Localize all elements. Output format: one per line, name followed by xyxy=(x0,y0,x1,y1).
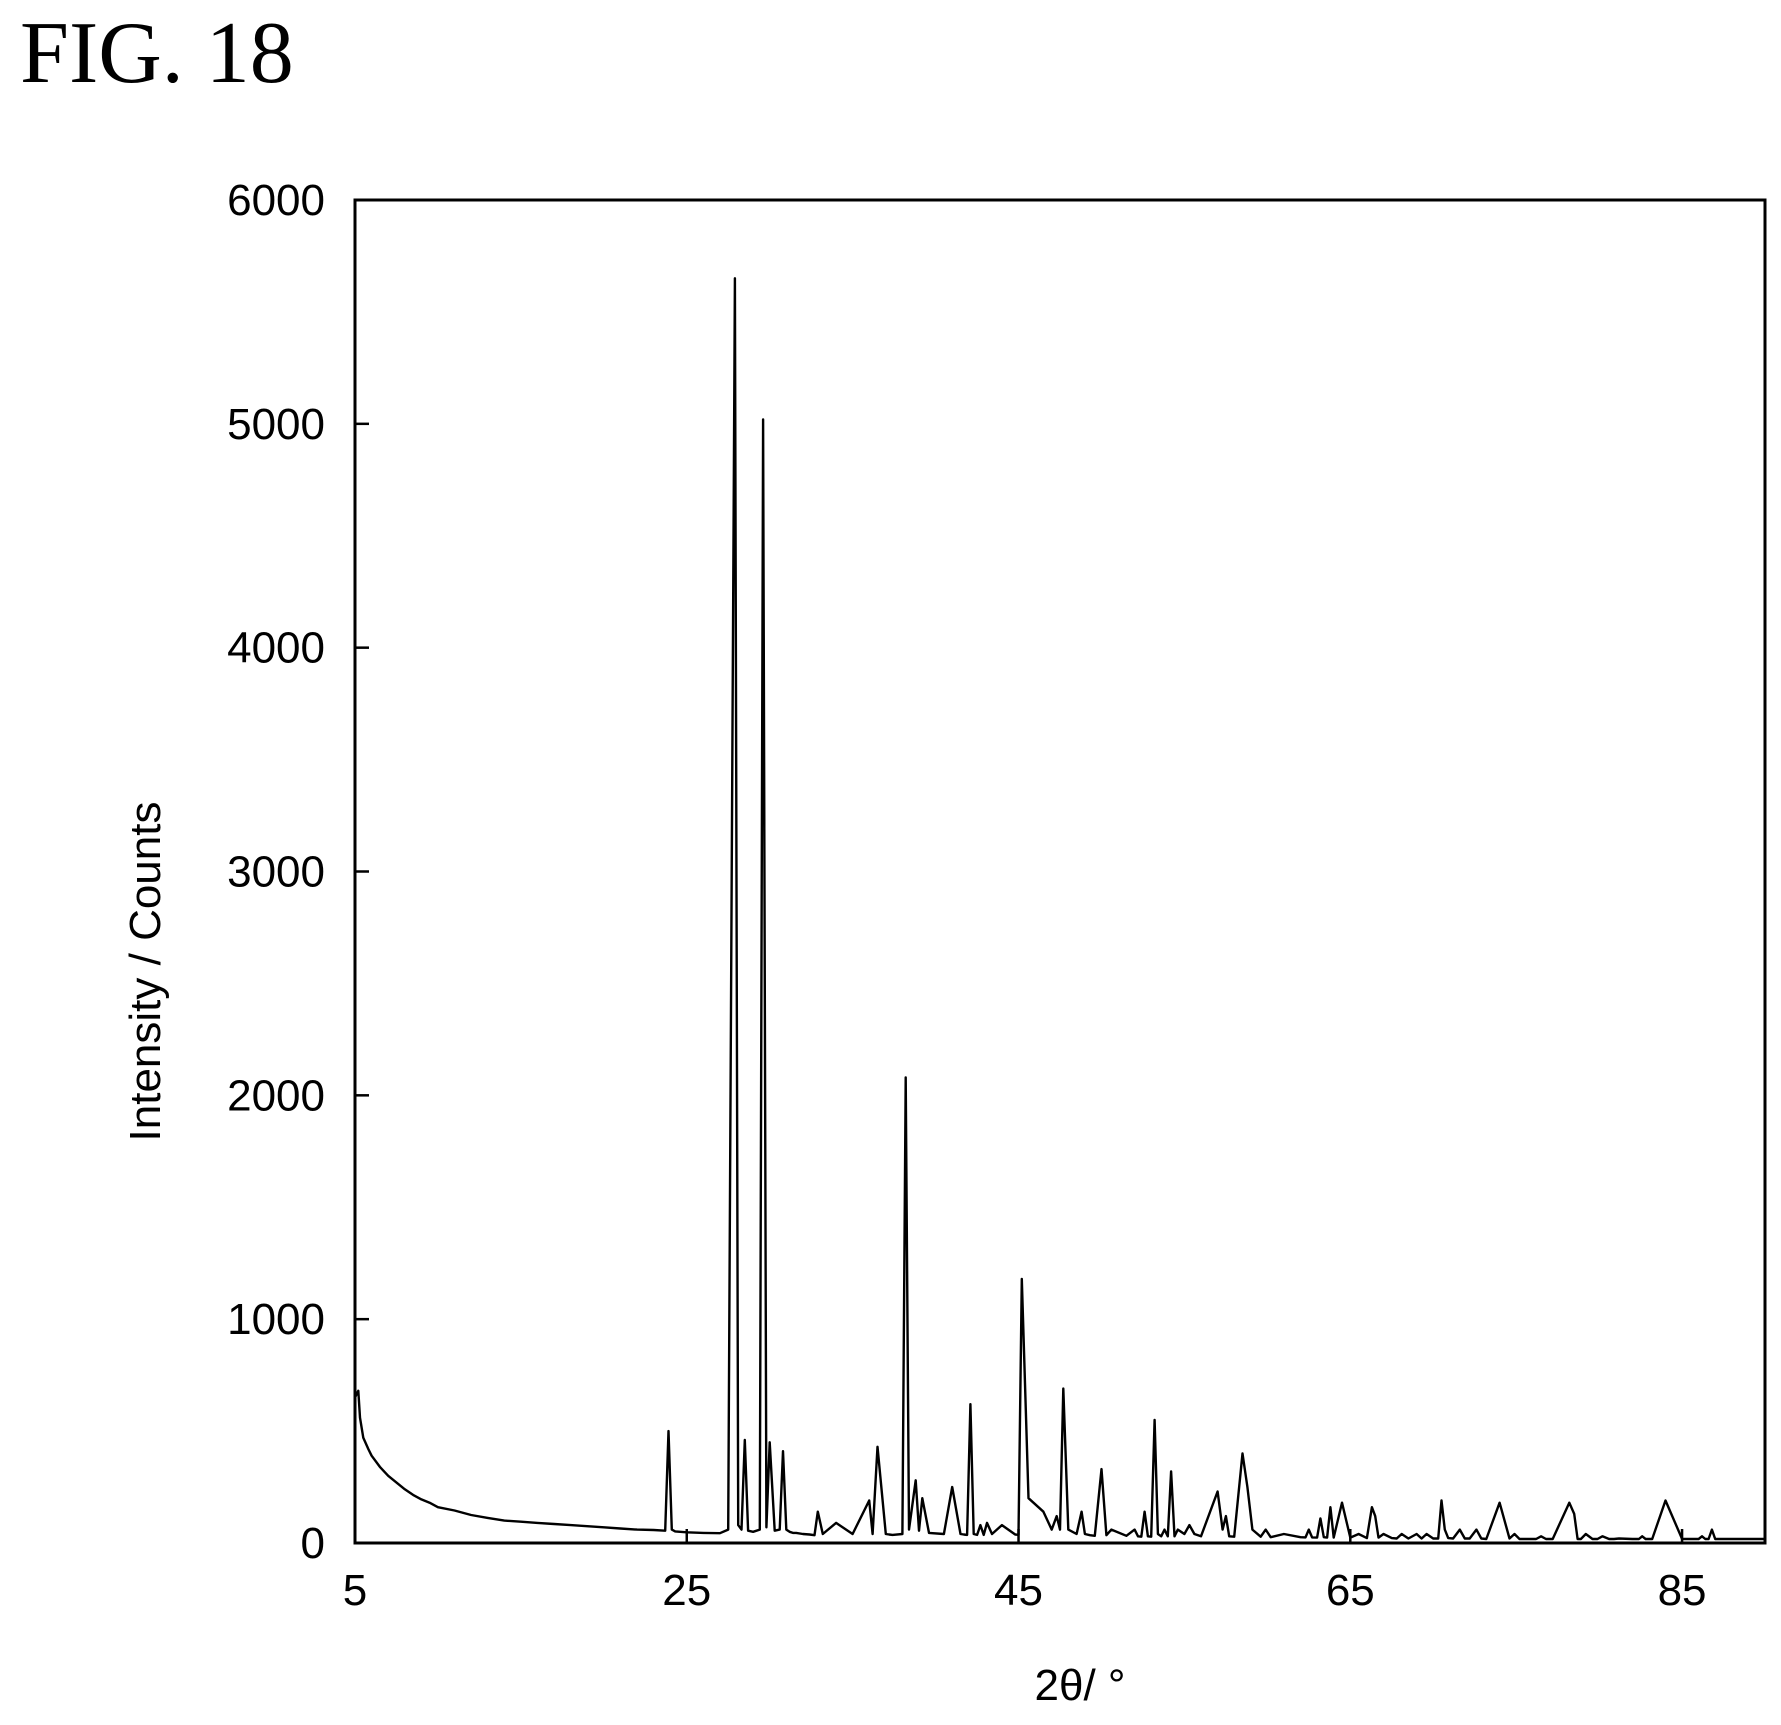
x-tick-label: 5 xyxy=(343,1566,367,1615)
plot-area xyxy=(353,198,1767,1545)
y-tick-label: 2000 xyxy=(227,1071,325,1120)
x-tick-label: 85 xyxy=(1658,1566,1707,1615)
y-tick-label: 0 xyxy=(301,1519,325,1568)
y-tick-label: 3000 xyxy=(227,848,325,897)
series-group xyxy=(355,277,1765,1541)
x-tick-label: 65 xyxy=(1326,1566,1375,1615)
y-axis-label: Intensity / Counts xyxy=(121,802,170,1142)
y-tick-label: 5000 xyxy=(227,400,325,449)
figure-label: FIG. 18 xyxy=(20,5,294,102)
y-tick-label: 1000 xyxy=(227,1295,325,1344)
y-axis: 0 1000 2000 3000 4000 5000 6000 xyxy=(227,176,369,1568)
x-tick-label: 45 xyxy=(994,1566,1043,1615)
x-tick-label: 25 xyxy=(662,1566,711,1615)
x-axis-label: 2θ/ ° xyxy=(1035,1661,1126,1710)
y-tick-label: 4000 xyxy=(227,624,325,673)
x-axis: 5 25 45 65 85 xyxy=(343,1529,1707,1615)
y-tick-label: 6000 xyxy=(227,176,325,225)
plot-frame xyxy=(353,198,1767,1545)
series-line-0 xyxy=(355,277,1765,1541)
